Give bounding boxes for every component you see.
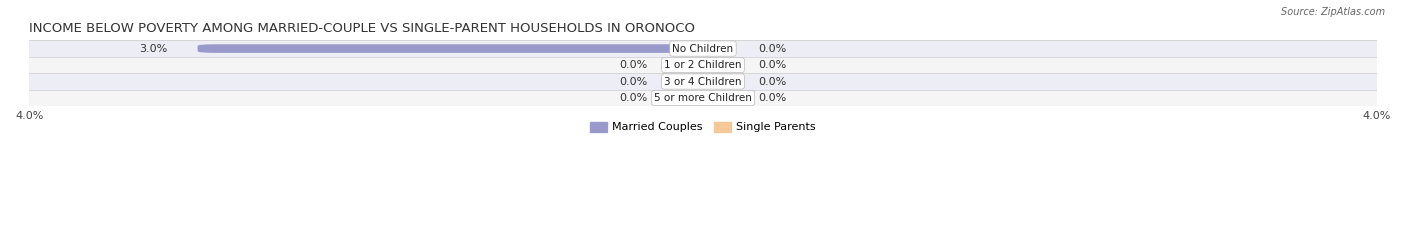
FancyBboxPatch shape xyxy=(678,61,703,69)
FancyBboxPatch shape xyxy=(703,44,728,53)
Text: INCOME BELOW POVERTY AMONG MARRIED-COUPLE VS SINGLE-PARENT HOUSEHOLDS IN ORONOCO: INCOME BELOW POVERTY AMONG MARRIED-COUPL… xyxy=(30,22,695,35)
Text: Source: ZipAtlas.com: Source: ZipAtlas.com xyxy=(1281,7,1385,17)
Text: 0.0%: 0.0% xyxy=(759,60,787,70)
Bar xyxy=(30,90,1376,106)
Text: 1 or 2 Children: 1 or 2 Children xyxy=(664,60,742,70)
Text: 0.0%: 0.0% xyxy=(759,76,787,86)
FancyBboxPatch shape xyxy=(703,94,728,102)
Text: 3.0%: 3.0% xyxy=(139,44,167,54)
FancyBboxPatch shape xyxy=(198,44,703,53)
Text: 0.0%: 0.0% xyxy=(619,60,647,70)
FancyBboxPatch shape xyxy=(703,77,728,86)
Bar xyxy=(30,57,1376,73)
FancyBboxPatch shape xyxy=(678,94,703,102)
Text: 0.0%: 0.0% xyxy=(759,93,787,103)
FancyBboxPatch shape xyxy=(703,61,728,69)
Legend: Married Couples, Single Parents: Married Couples, Single Parents xyxy=(586,117,820,137)
Text: 0.0%: 0.0% xyxy=(619,93,647,103)
Text: 0.0%: 0.0% xyxy=(759,44,787,54)
Bar xyxy=(30,73,1376,90)
Bar xyxy=(30,40,1376,57)
FancyBboxPatch shape xyxy=(678,77,703,86)
Text: 3 or 4 Children: 3 or 4 Children xyxy=(664,76,742,86)
Text: No Children: No Children xyxy=(672,44,734,54)
Text: 0.0%: 0.0% xyxy=(619,76,647,86)
Text: 5 or more Children: 5 or more Children xyxy=(654,93,752,103)
